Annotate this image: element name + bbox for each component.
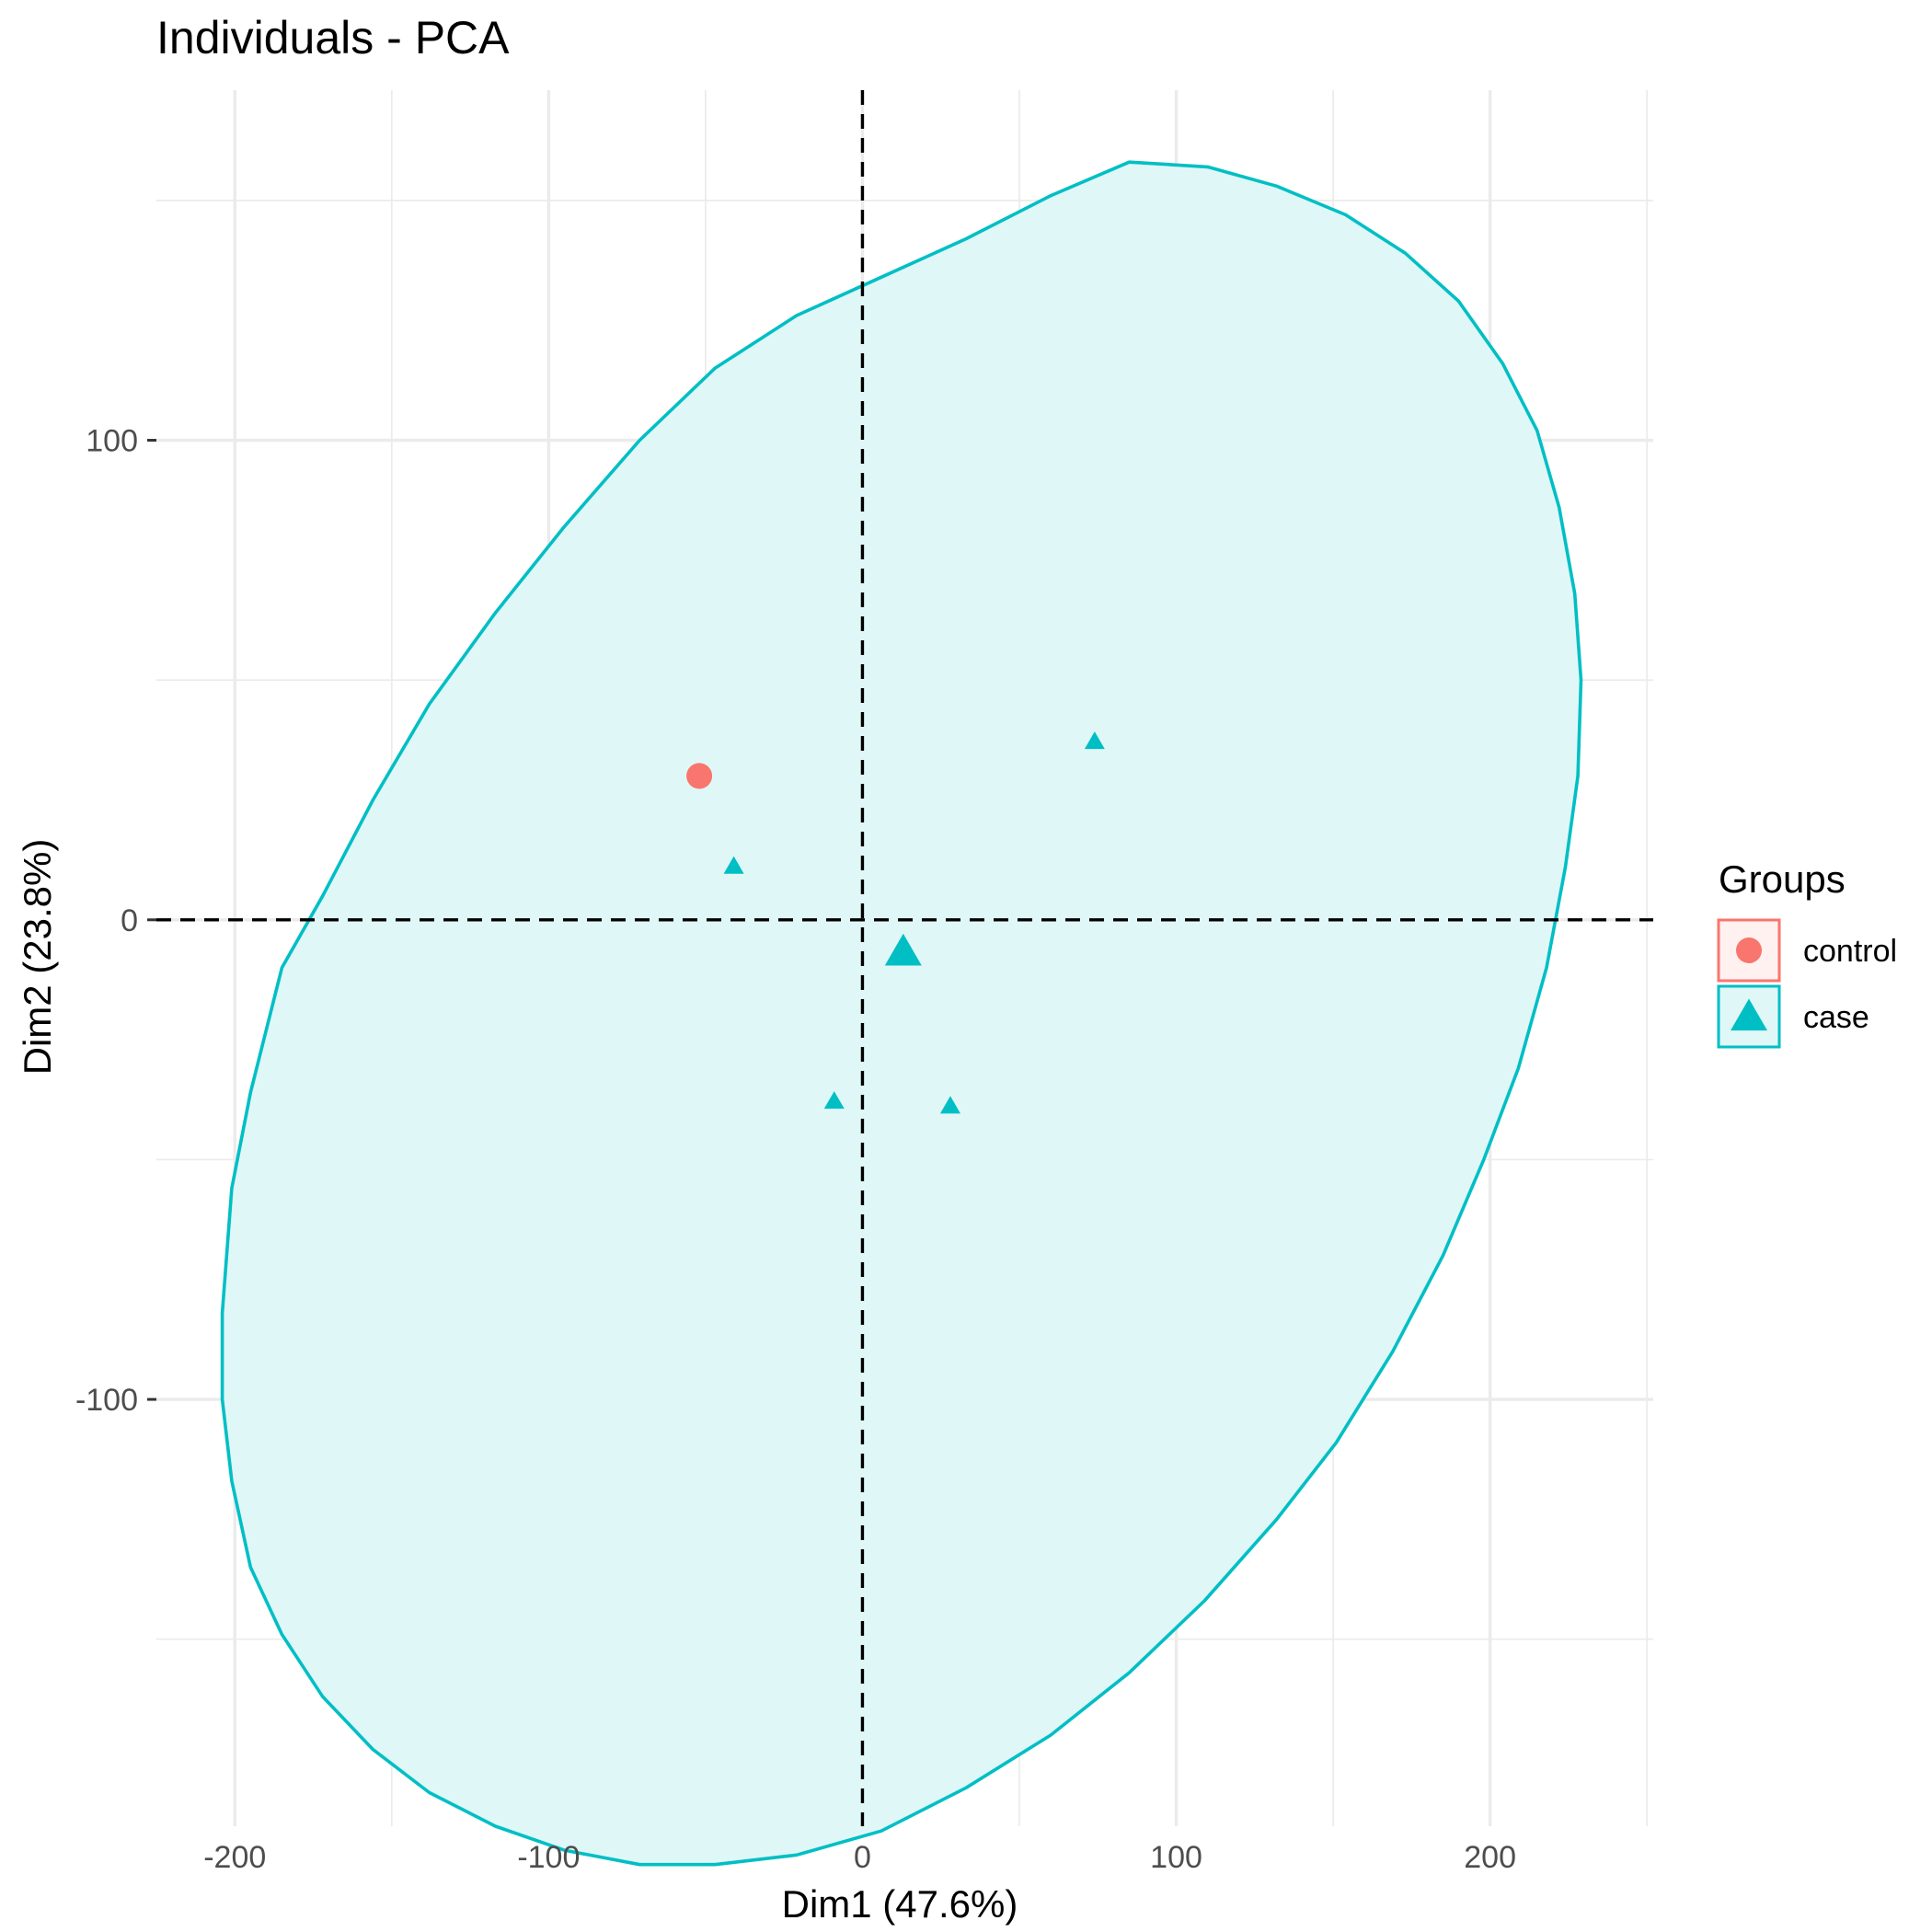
- legend-circle-icon: [1736, 937, 1762, 963]
- x-tick-label: -100: [517, 1840, 580, 1875]
- case-centroid: [884, 933, 922, 966]
- x-axis-title: Dim1 (47.6%): [782, 1882, 1018, 1926]
- case-point: [723, 856, 744, 874]
- legend-triangle-icon: [1731, 998, 1767, 1031]
- x-tick-label: -200: [203, 1840, 266, 1875]
- y-tick-label: 0: [121, 903, 138, 938]
- x-tick-label: 200: [1464, 1840, 1516, 1875]
- case-point: [939, 1096, 960, 1114]
- data-points: [686, 731, 1105, 1114]
- confidence-ellipses: [220, 160, 1583, 1867]
- legend-label-control: control: [1803, 934, 1897, 969]
- control-point: [686, 763, 713, 789]
- chart-title: Individuals - PCA: [156, 12, 510, 63]
- x-tick-label: 100: [1150, 1840, 1202, 1875]
- y-axis-title: Dim2 (23.8%): [16, 839, 59, 1075]
- x-tick-label: 0: [854, 1840, 871, 1875]
- case-point: [1084, 731, 1105, 750]
- y-tick-label: -100: [75, 1383, 138, 1418]
- legend-label-case: case: [1803, 1000, 1869, 1035]
- y-tick-label: 100: [86, 424, 138, 459]
- axes: -200 -100 0 100 200 -100 0 100: [75, 424, 1516, 1875]
- legend-title: Groups: [1719, 857, 1846, 901]
- reference-lines: [156, 90, 1653, 1826]
- legend: Groups control case: [1717, 857, 1897, 1049]
- case-point: [823, 1091, 845, 1110]
- case-confidence-ellipse: [220, 160, 1583, 1867]
